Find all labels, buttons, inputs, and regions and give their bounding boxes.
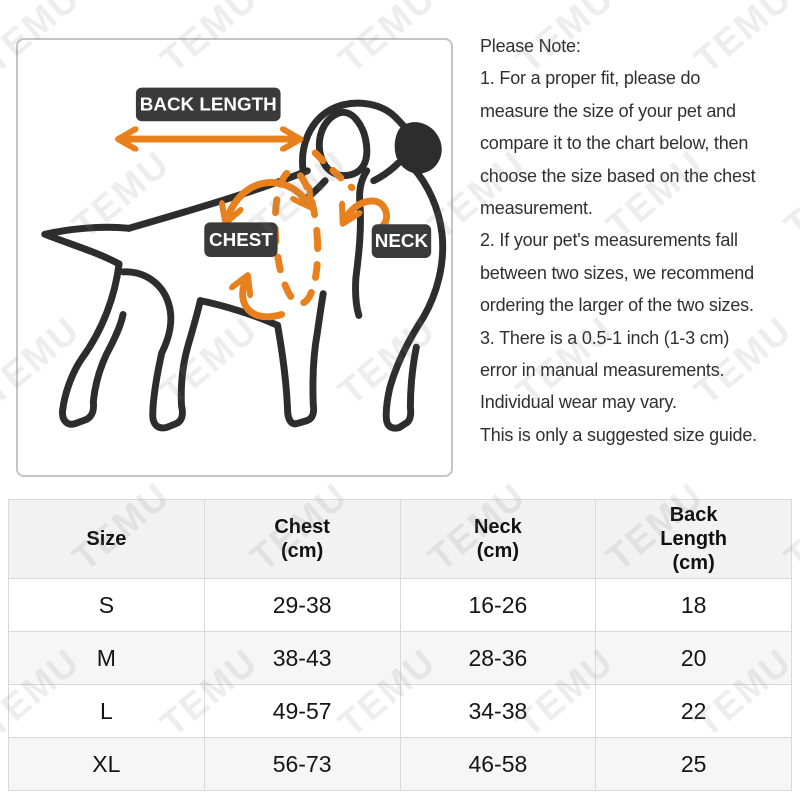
measurement-diagram-box: BACK LENGTH CHEST NECK: [16, 38, 453, 477]
header-back-unit: (cm): [672, 552, 715, 574]
dog-measurement-illustration: BACK LENGTH CHEST NECK: [41, 87, 447, 432]
cell-chest: 38-43: [203, 631, 401, 685]
header-chest-unit: (cm): [281, 540, 324, 562]
cell-size: M: [8, 631, 205, 685]
chest-label: [204, 222, 278, 258]
header-size-line: Size: [86, 528, 127, 550]
header-size: Size: [8, 499, 205, 579]
header-neck-unit: (cm): [476, 540, 519, 562]
cell-size: L: [8, 684, 205, 738]
table-row-s: S 29-38 16-26 18: [8, 578, 792, 632]
header-back-length: Back Length (cm): [595, 499, 792, 579]
table-row-l: L 49-57 34-38 22: [8, 684, 792, 738]
table-row-xl: XL 56-73 46-58 25: [8, 737, 792, 791]
note-line-11: Individual wear may vary.: [480, 392, 677, 413]
note-title: Please Note:: [480, 36, 581, 56]
cell-neck: 34-38: [399, 684, 597, 738]
cell-chest: 49-57: [203, 684, 401, 738]
note-line-9: 3. There is a 0.5-1 inch (1-3 cm): [480, 327, 730, 348]
cell-back: 22: [595, 684, 792, 738]
chest-measure-arrow-top: [227, 179, 308, 219]
header-neck-line: Neck: [473, 516, 522, 538]
note-text-block: Please Note: 1. For a proper fit, please…: [480, 30, 757, 451]
cell-neck: 16-26: [399, 578, 597, 632]
cell-chest: 56-73: [203, 737, 401, 791]
cell-neck: 46-58: [399, 737, 597, 791]
note-line-12: This is only a suggested size guide.: [480, 424, 757, 445]
diagram-labels: BACK LENGTH CHEST NECK: [135, 87, 432, 258]
cell-size: XL: [8, 737, 205, 791]
note-line-1: 1. For a proper fit, please do: [480, 68, 701, 89]
neck-girth-dashed-line: [311, 149, 356, 192]
cell-chest: 29-38: [203, 578, 401, 632]
note-line-3: compare it to the chart below, then: [480, 133, 749, 154]
cell-back: 18: [595, 578, 792, 632]
note-line-7: between two sizes, we recommend: [480, 262, 754, 283]
table-row-m: M 38-43 28-36 20: [8, 631, 792, 685]
back-length-label-text: BACK LENGTH: [140, 93, 277, 114]
header-neck: Neck (cm): [399, 499, 597, 579]
note-line-6: 2. If your pet's measurements fall: [480, 230, 738, 251]
size-chart-header-row: Size Chest (cm) Neck (cm) Back Length (c…: [8, 499, 792, 579]
neck-label: [371, 224, 432, 258]
note-line-4: choose the size based on the chest: [480, 165, 756, 186]
dog-line-art: [41, 99, 447, 432]
watermark-text: TEMU: [776, 142, 800, 247]
header-chest: Chest (cm): [203, 499, 401, 579]
note-line-2: measure the size of your pet and: [480, 100, 736, 121]
note-line-5: measurement.: [480, 198, 593, 219]
back-length-label: [135, 87, 281, 122]
header-length-line: Length: [660, 528, 727, 550]
neck-label-text: NECK: [375, 230, 429, 251]
chest-measure-arrow-bottom: [243, 280, 286, 321]
dog-ear: [315, 108, 371, 179]
cell-size: S: [8, 578, 205, 632]
size-chart-table: Size Chest (cm) Neck (cm) Back Length (c…: [8, 499, 792, 791]
neck-measure-arrow: [345, 197, 391, 232]
header-back-line: Back: [669, 504, 718, 526]
header-chest-line: Chest: [274, 516, 330, 538]
note-line-8: ordering the larger of the two sizes.: [480, 295, 754, 316]
cell-back: 25: [595, 737, 792, 791]
dog-nose: [394, 122, 442, 174]
cell-back: 20: [595, 631, 792, 685]
chest-label-text: CHEST: [209, 229, 273, 250]
note-line-10: error in manual measurements.: [480, 360, 725, 381]
cell-neck: 28-36: [399, 631, 597, 685]
